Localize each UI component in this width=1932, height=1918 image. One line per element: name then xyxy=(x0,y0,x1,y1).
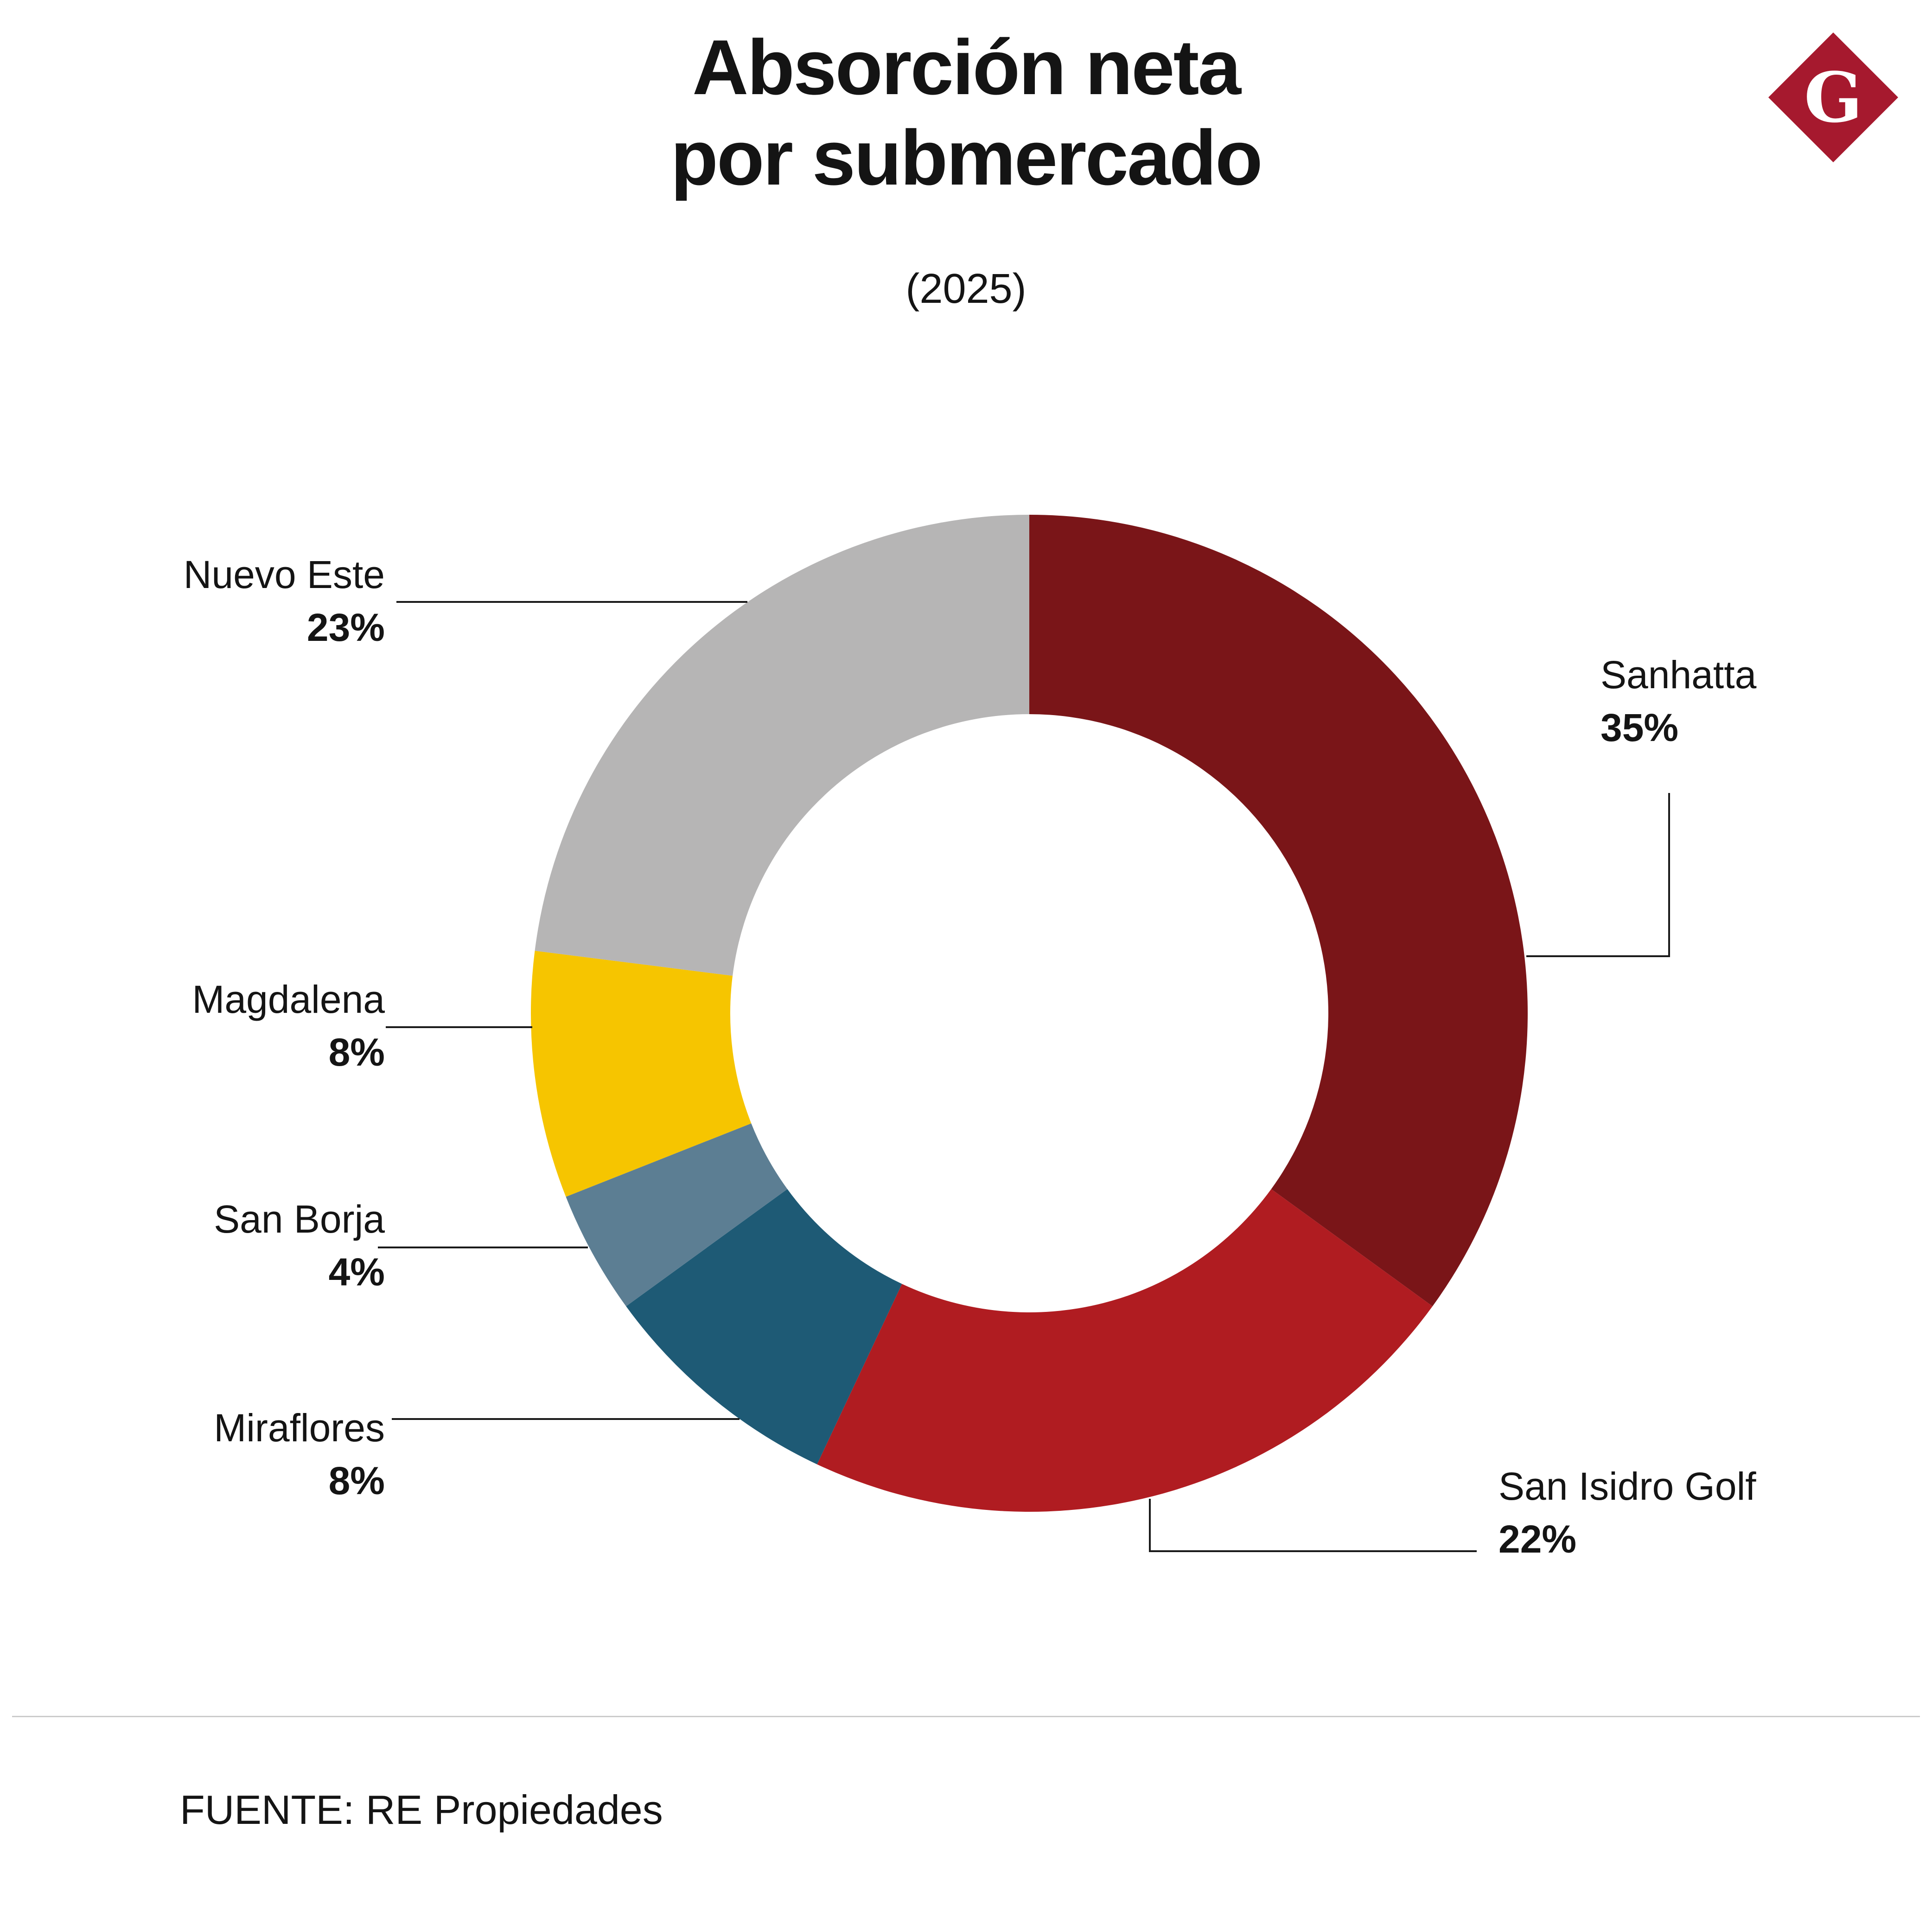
page-title-line2: por submercado xyxy=(670,114,1262,201)
donut-slices xyxy=(530,515,1528,1512)
donut-slice-san-borja xyxy=(566,1123,788,1306)
callout-magdalena-label: Magdalena xyxy=(192,978,385,1021)
donut-slice-san-isidro-golf xyxy=(817,1189,1433,1512)
callout-nuevo-este-label: Nuevo Este xyxy=(183,553,385,596)
donut-slice-sanhatta xyxy=(1029,515,1528,1306)
logo-diamond-shape: G xyxy=(1768,32,1899,163)
donut-chart xyxy=(530,515,1528,1512)
page-subtitle: (2025) xyxy=(905,266,1027,312)
callout-san-isidro-golf-label: San Isidro Golf xyxy=(1498,1464,1756,1508)
donut-slice-miraflores xyxy=(626,1189,902,1464)
callout-san-isidro-golf-value: 22% xyxy=(1498,1517,1577,1561)
callout-sanhatta: Sanhatta 35% xyxy=(1600,648,1756,754)
callout-sanhatta-value: 35% xyxy=(1600,706,1679,750)
leader-line-sanhatta xyxy=(1526,793,1670,957)
donut-slice-magdalena xyxy=(530,951,752,1197)
page-title-line1: Absorción neta xyxy=(692,24,1241,111)
callout-miraflores-label: Miraflores xyxy=(214,1406,385,1450)
callout-san-borja-label: San Borja xyxy=(214,1197,385,1241)
footer-divider xyxy=(12,1716,1920,1717)
logo-letter: G xyxy=(1804,57,1863,138)
callout-miraflores-value: 8% xyxy=(328,1459,385,1503)
callout-nuevo-este-value: 23% xyxy=(306,606,385,650)
callout-magdalena: Magdalena 8% xyxy=(55,973,385,1079)
brand-logo: G xyxy=(1767,32,1899,163)
callout-magdalena-value: 8% xyxy=(328,1030,385,1074)
donut-slice-nuevo-este xyxy=(535,515,1029,976)
callout-miraflores: Miraflores 8% xyxy=(55,1401,385,1507)
page-title: Absorción neta por submercado xyxy=(0,22,1932,203)
callout-san-isidro-golf: San Isidro Golf 22% xyxy=(1498,1460,1756,1566)
callout-san-borja: San Borja 4% xyxy=(55,1193,385,1298)
callout-sanhatta-label: Sanhatta xyxy=(1600,653,1757,697)
callout-san-borja-value: 4% xyxy=(328,1250,385,1294)
source-text: FUENTE: RE Propiedades xyxy=(180,1787,663,1833)
callout-nuevo-este: Nuevo Este 23% xyxy=(55,548,385,654)
